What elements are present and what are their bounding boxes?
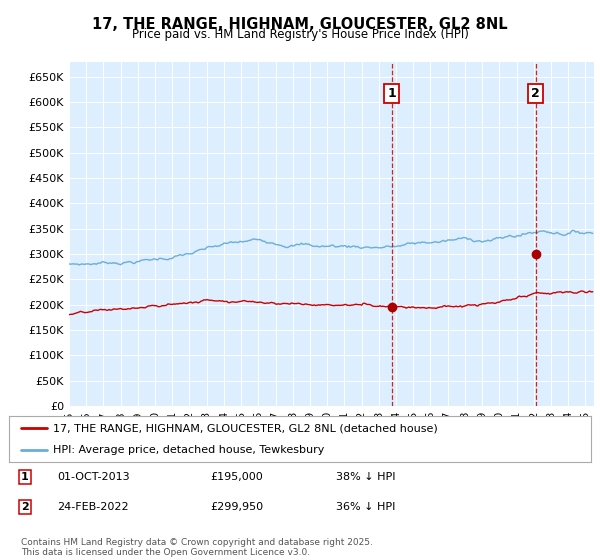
Text: 38% ↓ HPI: 38% ↓ HPI: [336, 472, 395, 482]
Text: 24-FEB-2022: 24-FEB-2022: [57, 502, 128, 512]
Text: £195,000: £195,000: [210, 472, 263, 482]
Text: 17, THE RANGE, HIGHNAM, GLOUCESTER, GL2 8NL (detached house): 17, THE RANGE, HIGHNAM, GLOUCESTER, GL2 …: [53, 423, 437, 433]
Text: 36% ↓ HPI: 36% ↓ HPI: [336, 502, 395, 512]
Text: £299,950: £299,950: [210, 502, 263, 512]
Text: 1: 1: [388, 87, 396, 100]
Text: 2: 2: [532, 87, 540, 100]
Text: Contains HM Land Registry data © Crown copyright and database right 2025.
This d: Contains HM Land Registry data © Crown c…: [21, 538, 373, 557]
Text: HPI: Average price, detached house, Tewkesbury: HPI: Average price, detached house, Tewk…: [53, 445, 324, 455]
Text: 01-OCT-2013: 01-OCT-2013: [57, 472, 130, 482]
Text: 17, THE RANGE, HIGHNAM, GLOUCESTER, GL2 8NL: 17, THE RANGE, HIGHNAM, GLOUCESTER, GL2 …: [92, 17, 508, 32]
Text: Price paid vs. HM Land Registry's House Price Index (HPI): Price paid vs. HM Land Registry's House …: [131, 28, 469, 41]
Text: 1: 1: [21, 472, 29, 482]
Text: 2: 2: [21, 502, 29, 512]
